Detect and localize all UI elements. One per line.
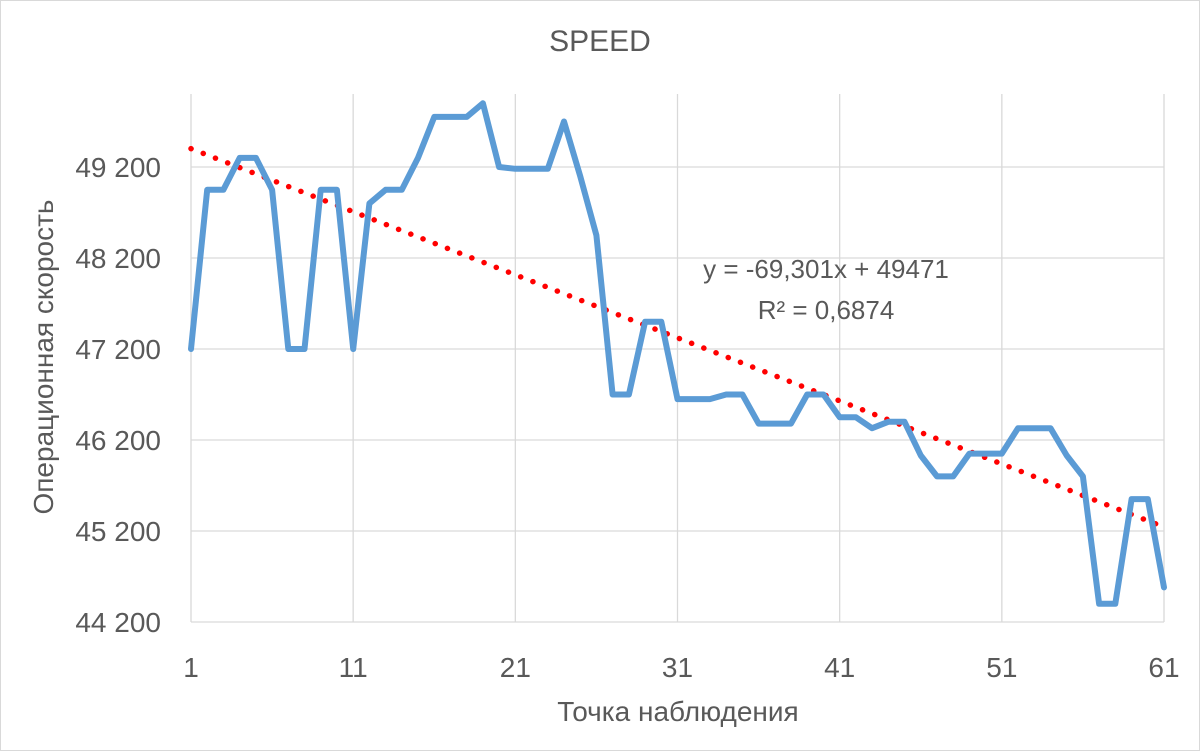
x-tick-label: 51 [986,652,1017,683]
y-tick-label: 48 200 [75,243,161,274]
y-tick-label: 45 200 [75,516,161,547]
y-tick-label: 46 200 [75,425,161,456]
grid [190,94,1165,623]
chart-title: SPEED [549,25,651,58]
y-tick-labels: 44 200 45 200 46 200 47 200 48 200 49 200 [75,152,161,638]
series-lines [188,100,1167,607]
trendline-line [188,145,1167,530]
x-axis-label: Точка наблюдения [557,696,798,727]
x-tick-labels: 1 11 21 31 41 51 61 [183,652,1179,683]
y-axis-label: Операционная скорость [28,199,59,514]
trendline-equation: y = -69,301x + 49471 [703,254,949,284]
x-tick-label: 11 [339,652,368,683]
trendline [188,145,1167,530]
x-tick-label: 61 [1148,652,1179,683]
x-tick-label: 21 [500,652,531,683]
x-tick-label: 41 [824,652,855,683]
y-tick-label: 47 200 [75,334,161,365]
x-tick-label: 31 [662,652,693,683]
x-tick-label: 1 [183,652,199,683]
y-tick-label: 44 200 [75,607,161,638]
y-tick-label: 49 200 [75,152,161,183]
trendline-r-squared: R² = 0,6874 [758,295,895,325]
series-line [188,100,1167,607]
